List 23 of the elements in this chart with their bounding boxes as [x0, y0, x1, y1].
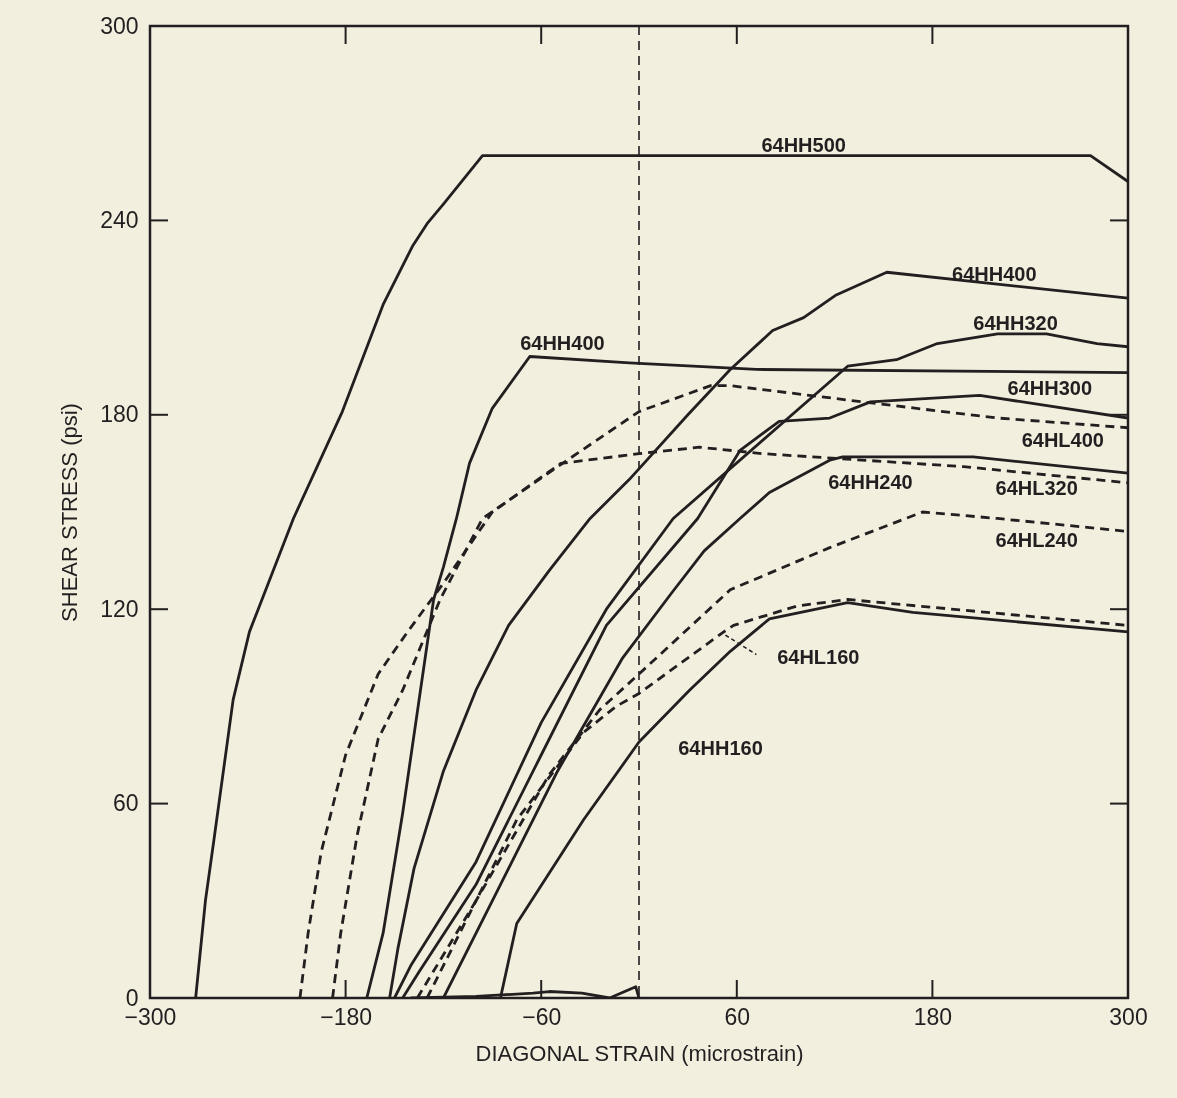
y-tick-label: 240: [100, 206, 139, 233]
series-label: 64HL320: [995, 477, 1078, 500]
x-tick-label: 300: [1109, 1003, 1148, 1030]
series-label: 64HH160: [678, 736, 763, 759]
y-tick-label: 180: [100, 401, 139, 428]
series-label: 64HH400: [520, 331, 605, 354]
series-label: 64HL240: [995, 529, 1078, 552]
y-tick-label: 300: [100, 12, 139, 39]
series-label: 64HL400: [1021, 428, 1104, 451]
series-label: 64HH320: [973, 312, 1058, 335]
series-label: 64HH500: [761, 133, 846, 156]
y-tick-label: 60: [112, 790, 139, 817]
series-label: 64HH300: [1007, 376, 1093, 399]
x-axis-title: DIAGONAL STRAIN (microstrain): [475, 1040, 804, 1066]
x-tick-label: −60: [522, 1003, 562, 1030]
x-tick-label: 180: [913, 1003, 953, 1030]
y-axis-title: SHEAR STRESS (psi): [57, 403, 83, 622]
legend-label: 64HL160: [777, 645, 860, 668]
y-tick-label: 120: [100, 595, 139, 622]
series-label: 64HH240: [828, 470, 913, 493]
x-tick-label: −180: [320, 1003, 373, 1030]
series-label: 64HH400: [952, 263, 1037, 286]
x-tick-label: 60: [724, 1003, 751, 1030]
